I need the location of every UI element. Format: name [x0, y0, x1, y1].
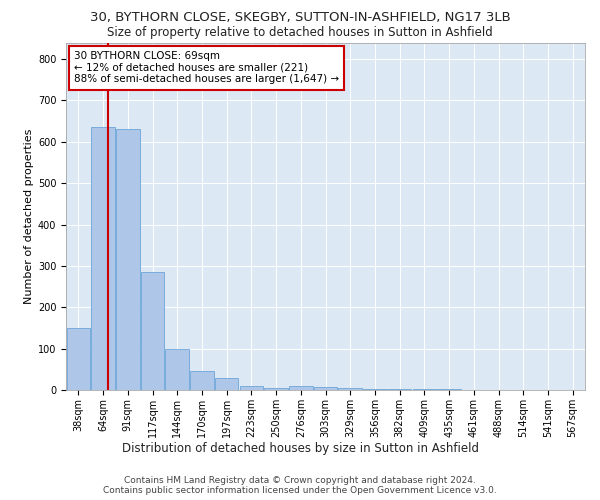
- Bar: [388, 389, 412, 390]
- Y-axis label: Number of detached properties: Number of detached properties: [23, 128, 34, 304]
- Text: Contains HM Land Registry data © Crown copyright and database right 2024.: Contains HM Land Registry data © Crown c…: [124, 476, 476, 485]
- Bar: [363, 389, 386, 390]
- Text: Distribution of detached houses by size in Sutton in Ashfield: Distribution of detached houses by size …: [121, 442, 479, 455]
- Bar: [413, 389, 436, 390]
- Text: 30 BYTHORN CLOSE: 69sqm
← 12% of detached houses are smaller (221)
88% of semi-d: 30 BYTHORN CLOSE: 69sqm ← 12% of detache…: [74, 51, 339, 84]
- Bar: [215, 378, 238, 390]
- Bar: [239, 386, 263, 390]
- Bar: [116, 130, 140, 390]
- Bar: [166, 348, 189, 390]
- Bar: [265, 388, 288, 390]
- Bar: [338, 388, 362, 390]
- Bar: [437, 389, 461, 390]
- Bar: [190, 370, 214, 390]
- Bar: [289, 386, 313, 390]
- Bar: [67, 328, 90, 390]
- Bar: [141, 272, 164, 390]
- Text: 30, BYTHORN CLOSE, SKEGBY, SUTTON-IN-ASHFIELD, NG17 3LB: 30, BYTHORN CLOSE, SKEGBY, SUTTON-IN-ASH…: [89, 11, 511, 24]
- Text: Contains public sector information licensed under the Open Government Licence v3: Contains public sector information licen…: [103, 486, 497, 495]
- Bar: [314, 386, 337, 390]
- Text: Size of property relative to detached houses in Sutton in Ashfield: Size of property relative to detached ho…: [107, 26, 493, 39]
- Bar: [91, 128, 115, 390]
